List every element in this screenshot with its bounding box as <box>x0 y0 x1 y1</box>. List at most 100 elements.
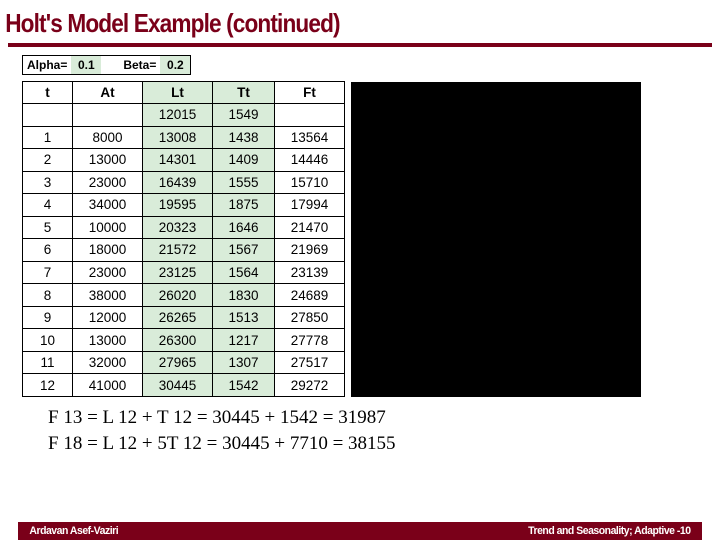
cell-lt: 26265 <box>143 306 213 329</box>
table-header-row: t At Lt Tt Ft <box>23 82 345 104</box>
cell-tt: 1409 <box>213 149 275 172</box>
table-row: 61800021572156721969 <box>23 239 345 262</box>
title-rule <box>8 43 712 47</box>
cell-t: 12 <box>23 374 73 397</box>
th-at: At <box>73 82 143 104</box>
th-ft: Ft <box>275 82 345 104</box>
param-gap <box>101 56 119 74</box>
cell-t: 4 <box>23 194 73 217</box>
beta-label: Beta= <box>119 56 160 74</box>
cell-at: 38000 <box>73 284 143 307</box>
cell-t: 5 <box>23 216 73 239</box>
cell-tt: 1513 <box>213 306 275 329</box>
cell-ft: 27778 <box>275 329 345 352</box>
cell-t: 9 <box>23 306 73 329</box>
cell-ft: 24689 <box>275 284 345 307</box>
cell-ft: 14446 <box>275 149 345 172</box>
formula-block: F 13 = L 12 + T 12 = 30445 + 1542 = 3198… <box>0 397 720 456</box>
cell-at <box>73 104 143 127</box>
cell-lt: 12015 <box>143 104 213 127</box>
table-row: 124100030445154229272 <box>23 374 345 397</box>
cell-lt: 13008 <box>143 126 213 149</box>
cell-lt: 26300 <box>143 329 213 352</box>
beta-value: 0.2 <box>160 56 190 74</box>
black-panel <box>351 82 641 397</box>
cell-t: 2 <box>23 149 73 172</box>
cell-t: 8 <box>23 284 73 307</box>
footer-page: Trend and Seasonality; Adaptive -10 <box>528 525 690 537</box>
cell-at: 8000 <box>73 126 143 149</box>
formula-f18: F 18 = L 12 + 5T 12 = 30445 + 7710 = 381… <box>48 431 720 457</box>
table-row: 32300016439155515710 <box>23 171 345 194</box>
th-tt: Tt <box>213 82 275 104</box>
cell-at: 34000 <box>73 194 143 217</box>
cell-at: 12000 <box>73 306 143 329</box>
cell-lt: 27965 <box>143 351 213 374</box>
footer-author: Ardavan Asef-Vaziri <box>29 525 118 537</box>
alpha-label: Alpha= <box>23 56 71 74</box>
cell-tt: 1875 <box>213 194 275 217</box>
table-row: 43400019595187517994 <box>23 194 345 217</box>
cell-tt: 1567 <box>213 239 275 262</box>
cell-t <box>23 104 73 127</box>
cell-ft: 27517 <box>275 351 345 374</box>
table-row: 51000020323164621470 <box>23 216 345 239</box>
cell-ft: 21470 <box>275 216 345 239</box>
cell-t: 3 <box>23 171 73 194</box>
cell-ft: 23139 <box>275 261 345 284</box>
cell-at: 18000 <box>73 239 143 262</box>
cell-t: 10 <box>23 329 73 352</box>
content-area: t At Lt Tt Ft 12015 1549 180001300814381… <box>0 81 720 397</box>
cell-tt: 1217 <box>213 329 275 352</box>
th-lt: Lt <box>143 82 213 104</box>
cell-at: 13000 <box>73 149 143 172</box>
cell-t: 11 <box>23 351 73 374</box>
cell-at: 41000 <box>73 374 143 397</box>
cell-ft <box>275 104 345 127</box>
table-row: 113200027965130727517 <box>23 351 345 374</box>
cell-lt: 19595 <box>143 194 213 217</box>
cell-ft: 27850 <box>275 306 345 329</box>
cell-t: 7 <box>23 261 73 284</box>
cell-ft: 29272 <box>275 374 345 397</box>
parameter-bar: Alpha= 0.1 Beta= 0.2 <box>22 55 191 75</box>
table-row: 1800013008143813564 <box>23 126 345 149</box>
cell-tt: 1646 <box>213 216 275 239</box>
cell-ft: 13564 <box>275 126 345 149</box>
cell-tt: 1564 <box>213 261 275 284</box>
cell-t: 1 <box>23 126 73 149</box>
footer: Ardavan Asef-Vaziri Trend and Seasonalit… <box>18 522 702 540</box>
page-title: Holt's Model Example (continued) <box>0 0 626 43</box>
cell-tt: 1830 <box>213 284 275 307</box>
cell-lt: 20323 <box>143 216 213 239</box>
th-t: t <box>23 82 73 104</box>
cell-ft: 21969 <box>275 239 345 262</box>
cell-at: 23000 <box>73 261 143 284</box>
slide: Holt's Model Example (continued) Alpha= … <box>0 0 720 540</box>
cell-tt: 1307 <box>213 351 275 374</box>
table-row: 72300023125156423139 <box>23 261 345 284</box>
cell-ft: 17994 <box>275 194 345 217</box>
cell-lt: 26020 <box>143 284 213 307</box>
table-init-row: 12015 1549 <box>23 104 345 127</box>
table-body: 12015 1549 18000130081438135642130001430… <box>23 104 345 397</box>
alpha-value: 0.1 <box>71 56 101 74</box>
cell-at: 13000 <box>73 329 143 352</box>
cell-at: 23000 <box>73 171 143 194</box>
cell-lt: 21572 <box>143 239 213 262</box>
data-table: t At Lt Tt Ft 12015 1549 180001300814381… <box>22 81 345 397</box>
cell-tt: 1542 <box>213 374 275 397</box>
cell-tt: 1438 <box>213 126 275 149</box>
cell-tt: 1555 <box>213 171 275 194</box>
table-row: 101300026300121727778 <box>23 329 345 352</box>
cell-at: 32000 <box>73 351 143 374</box>
table-row: 83800026020183024689 <box>23 284 345 307</box>
cell-at: 10000 <box>73 216 143 239</box>
cell-t: 6 <box>23 239 73 262</box>
cell-ft: 15710 <box>275 171 345 194</box>
cell-lt: 23125 <box>143 261 213 284</box>
cell-lt: 30445 <box>143 374 213 397</box>
table-row: 91200026265151327850 <box>23 306 345 329</box>
table-row: 21300014301140914446 <box>23 149 345 172</box>
cell-lt: 16439 <box>143 171 213 194</box>
